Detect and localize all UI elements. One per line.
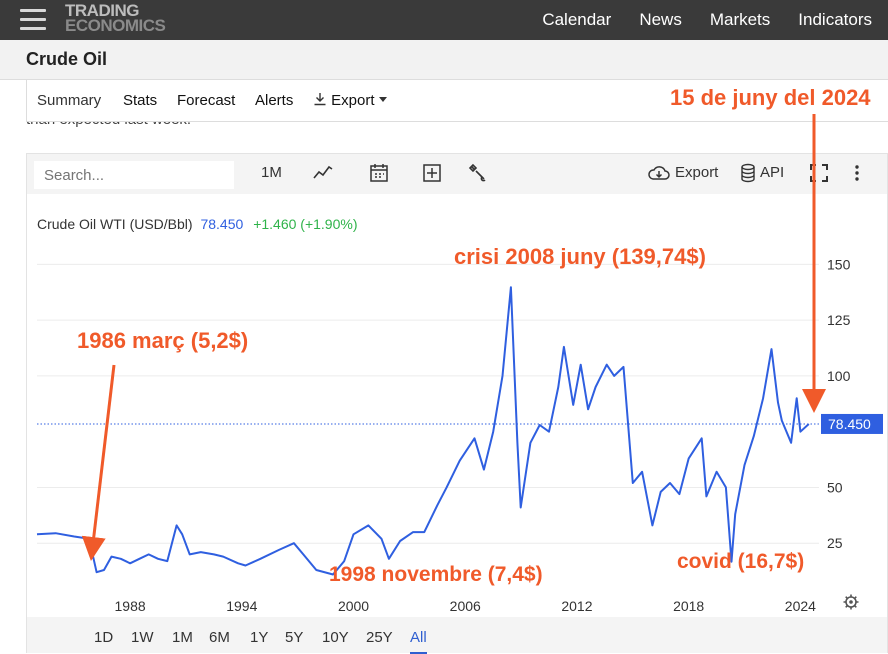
line-chart-icon[interactable] xyxy=(313,163,333,183)
legend-change: +1.460 (+1.90%) xyxy=(253,216,357,232)
range-5y[interactable]: 5Y xyxy=(285,629,304,646)
tab-summary[interactable]: Summary xyxy=(37,92,102,109)
x-tick-label: 1988 xyxy=(115,598,146,614)
more-options-icon[interactable] xyxy=(847,163,867,183)
range-25y[interactable]: 25Y xyxy=(366,629,393,646)
article-text-fragment: than expected last week. xyxy=(26,117,192,128)
main-nav: Calendar News Markets Indicators xyxy=(514,0,872,40)
caret-down-icon xyxy=(378,97,387,102)
download-icon xyxy=(314,93,326,106)
tab-forecast[interactable]: Forecast xyxy=(177,92,236,109)
annotation-1986: 1986 març (5,2$) xyxy=(77,328,249,353)
search-input[interactable] xyxy=(34,161,234,189)
y-axis-ticks: 25 50 100 125 150 xyxy=(827,256,851,551)
chart-grid xyxy=(37,263,819,544)
add-indicator-icon[interactable] xyxy=(422,163,442,183)
tab-stats[interactable]: Stats xyxy=(123,92,158,109)
last-price-badge xyxy=(821,413,883,434)
legend-series-name: Crude Oil WTI (USD/Bbl) xyxy=(37,216,193,232)
database-icon[interactable] xyxy=(740,163,756,183)
nav-indicators[interactable]: Indicators xyxy=(798,10,872,29)
y-tick-label: 100 xyxy=(827,368,851,384)
calendar-icon[interactable] xyxy=(369,163,389,183)
last-price-label: 78.450 xyxy=(828,416,871,432)
brand-logo[interactable]: TRADING ECONOMICS xyxy=(65,1,166,35)
nav-calendar[interactable]: Calendar xyxy=(542,10,612,29)
cloud-download-icon[interactable] xyxy=(647,163,671,183)
y-tick-label: 150 xyxy=(827,256,851,272)
range-6m[interactable]: 6M xyxy=(209,629,230,646)
fullscreen-icon[interactable] xyxy=(809,163,829,183)
x-tick-label: 2024 xyxy=(785,598,816,614)
section-tabs: Summary Stats Forecast Alerts Export xyxy=(26,80,888,122)
annotation-2008: crisi 2008 juny (139,74$) xyxy=(454,244,706,269)
legend-value: 78.450 xyxy=(200,216,243,232)
y-tick-label: 25 xyxy=(827,535,843,551)
tab-export[interactable]: Export xyxy=(313,92,387,109)
export-button[interactable]: Export xyxy=(675,164,719,181)
chart-toolbar: 1M Export API xyxy=(27,154,887,194)
page-title: Crude Oil xyxy=(26,49,108,69)
range-1m[interactable]: 1M xyxy=(172,629,193,646)
annotation-covid: covid (16,7$) xyxy=(677,550,805,573)
wrench-icon[interactable] xyxy=(468,163,488,183)
range-1w[interactable]: 1W xyxy=(131,629,154,646)
chart-legend: Crude Oil WTI (USD/Bbl) 78.450 +1.460 (+… xyxy=(37,216,357,232)
top-navigation-bar: TRADING ECONOMICS Calendar News Markets … xyxy=(0,0,888,40)
nav-news[interactable]: News xyxy=(639,10,682,29)
chart-panel: 1M Export API 1988 1994 2000 2006 2012 2018 20… xyxy=(26,153,888,654)
range-selector: 1D 1W 1M 6M 1Y 5Y 10Y 25Y All xyxy=(27,617,887,654)
x-tick-label: 2018 xyxy=(673,598,704,614)
x-tick-label: 2006 xyxy=(450,598,481,614)
y-tick-label: 50 xyxy=(827,479,843,495)
range-all[interactable]: All xyxy=(410,629,427,654)
range-1y[interactable]: 1Y xyxy=(250,629,269,646)
x-tick-label: 1994 xyxy=(226,598,257,614)
tab-export-label: Export xyxy=(331,92,375,109)
y-tick-label: 125 xyxy=(827,312,851,328)
x-tick-label: 2000 xyxy=(338,598,369,614)
title-bar: Crude Oil xyxy=(0,40,888,80)
range-1d[interactable]: 1D xyxy=(94,629,114,646)
api-button[interactable]: API xyxy=(760,164,785,181)
x-tick-label: 2012 xyxy=(561,598,592,614)
price-series-line xyxy=(36,286,810,576)
x-axis-ticks: 1988 1994 2000 2006 2012 2018 2024 xyxy=(115,598,817,614)
settings-icon[interactable] xyxy=(843,594,859,610)
annotation-1998: 1998 novembre (7,4$) xyxy=(329,563,543,586)
price-chart[interactable]: 1988 1994 2000 2006 2012 2018 2024 25 50 100 125 1… xyxy=(27,194,887,617)
range-10y[interactable]: 10Y xyxy=(322,629,349,646)
menu-icon[interactable] xyxy=(20,9,46,31)
period-button[interactable]: 1M xyxy=(261,164,282,181)
annotation-today: 15 de juny del 2024 xyxy=(670,85,871,110)
tab-alerts[interactable]: Alerts xyxy=(255,92,294,109)
nav-markets[interactable]: Markets xyxy=(709,10,771,29)
